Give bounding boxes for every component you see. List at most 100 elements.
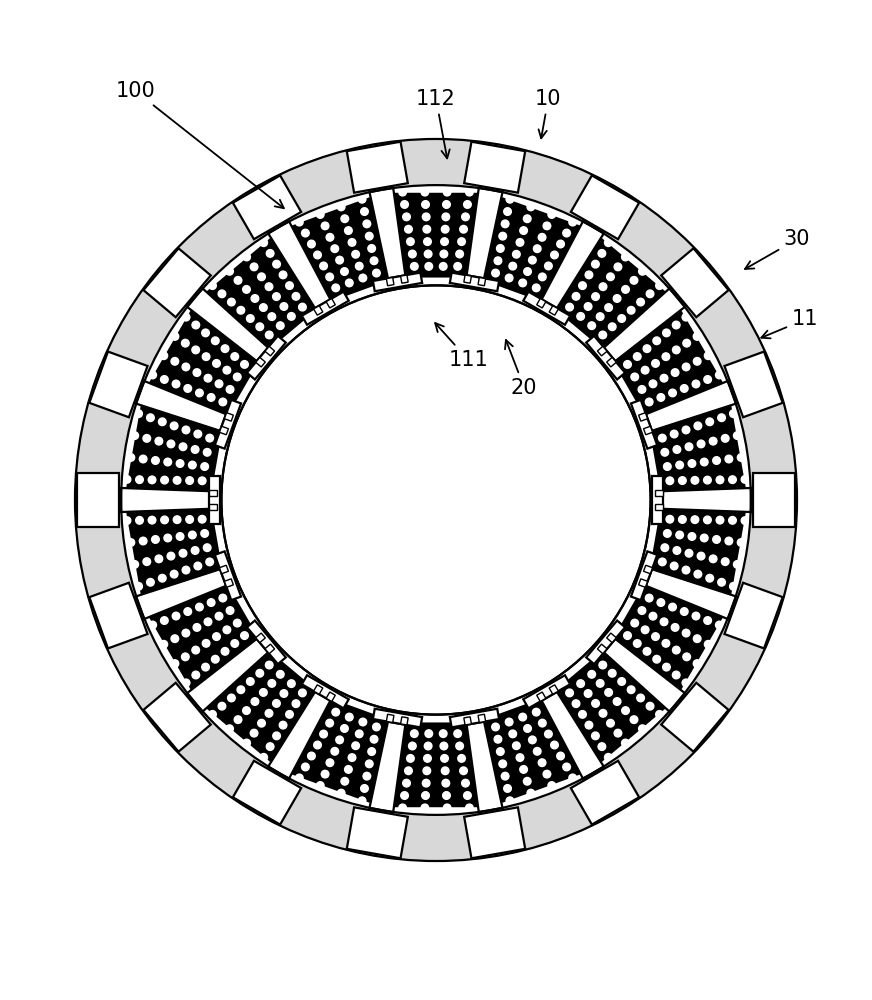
Circle shape — [651, 633, 659, 640]
Circle shape — [242, 253, 250, 261]
Polygon shape — [268, 692, 330, 779]
Circle shape — [543, 770, 551, 778]
Polygon shape — [302, 292, 349, 325]
Circle shape — [599, 331, 607, 339]
Circle shape — [458, 755, 466, 762]
Polygon shape — [597, 346, 607, 356]
Circle shape — [516, 239, 524, 246]
Circle shape — [160, 617, 168, 624]
Polygon shape — [326, 692, 336, 701]
Circle shape — [298, 689, 306, 697]
Circle shape — [622, 253, 630, 261]
Circle shape — [577, 680, 584, 687]
Circle shape — [292, 700, 300, 707]
Circle shape — [136, 476, 143, 483]
Circle shape — [661, 449, 669, 456]
Circle shape — [718, 578, 726, 586]
Circle shape — [260, 754, 268, 761]
Circle shape — [566, 303, 574, 311]
Circle shape — [528, 736, 536, 744]
Circle shape — [146, 414, 154, 422]
Circle shape — [520, 766, 528, 773]
Circle shape — [682, 363, 690, 371]
Circle shape — [160, 476, 168, 484]
Circle shape — [520, 227, 528, 234]
Circle shape — [591, 732, 599, 740]
Circle shape — [725, 455, 732, 463]
Circle shape — [265, 331, 273, 339]
Circle shape — [694, 570, 702, 578]
Polygon shape — [646, 381, 736, 431]
Circle shape — [461, 213, 469, 221]
Circle shape — [260, 239, 268, 246]
Circle shape — [231, 640, 239, 647]
Circle shape — [203, 449, 211, 456]
Polygon shape — [542, 221, 604, 308]
Circle shape — [649, 380, 657, 388]
Polygon shape — [450, 273, 499, 291]
Circle shape — [464, 792, 471, 799]
Circle shape — [174, 516, 181, 523]
Circle shape — [425, 730, 433, 737]
Circle shape — [226, 386, 234, 393]
Circle shape — [351, 250, 359, 258]
Circle shape — [545, 262, 552, 270]
Circle shape — [538, 759, 546, 767]
Polygon shape — [638, 579, 648, 587]
Circle shape — [258, 719, 265, 727]
Circle shape — [193, 369, 201, 376]
Circle shape — [160, 352, 167, 360]
Circle shape — [292, 293, 300, 300]
Circle shape — [326, 233, 334, 241]
Circle shape — [206, 558, 214, 566]
Circle shape — [202, 640, 210, 647]
Circle shape — [336, 256, 344, 264]
Circle shape — [494, 257, 501, 265]
Circle shape — [685, 443, 692, 451]
Polygon shape — [209, 504, 216, 510]
Text: 111: 111 — [435, 323, 488, 370]
Circle shape — [201, 463, 208, 470]
Circle shape — [164, 534, 172, 542]
Circle shape — [75, 139, 797, 861]
Circle shape — [422, 779, 430, 787]
Circle shape — [569, 774, 576, 782]
Circle shape — [513, 250, 521, 258]
Circle shape — [256, 323, 263, 331]
Circle shape — [505, 718, 513, 726]
Circle shape — [730, 410, 737, 417]
Circle shape — [208, 711, 216, 718]
Circle shape — [167, 440, 174, 448]
Polygon shape — [467, 693, 603, 811]
Circle shape — [409, 250, 416, 258]
Circle shape — [506, 195, 514, 203]
Polygon shape — [265, 644, 275, 654]
Circle shape — [181, 339, 189, 347]
Circle shape — [399, 804, 406, 812]
Circle shape — [321, 222, 329, 230]
Circle shape — [121, 185, 751, 815]
Circle shape — [127, 539, 134, 546]
Circle shape — [623, 361, 631, 368]
Circle shape — [646, 702, 654, 710]
Circle shape — [143, 558, 151, 565]
Circle shape — [365, 760, 373, 768]
Circle shape — [499, 232, 507, 240]
Circle shape — [591, 260, 599, 268]
Circle shape — [218, 702, 226, 710]
Circle shape — [424, 755, 432, 762]
Circle shape — [332, 708, 339, 716]
Polygon shape — [631, 400, 657, 449]
Circle shape — [672, 646, 680, 654]
Circle shape — [235, 277, 242, 284]
Circle shape — [698, 440, 705, 448]
Circle shape — [326, 759, 334, 767]
Circle shape — [201, 329, 209, 337]
Circle shape — [399, 188, 406, 196]
Circle shape — [569, 218, 576, 226]
Circle shape — [577, 313, 584, 320]
Circle shape — [193, 624, 201, 631]
Polygon shape — [549, 306, 558, 315]
Circle shape — [618, 678, 625, 685]
Circle shape — [345, 279, 353, 287]
